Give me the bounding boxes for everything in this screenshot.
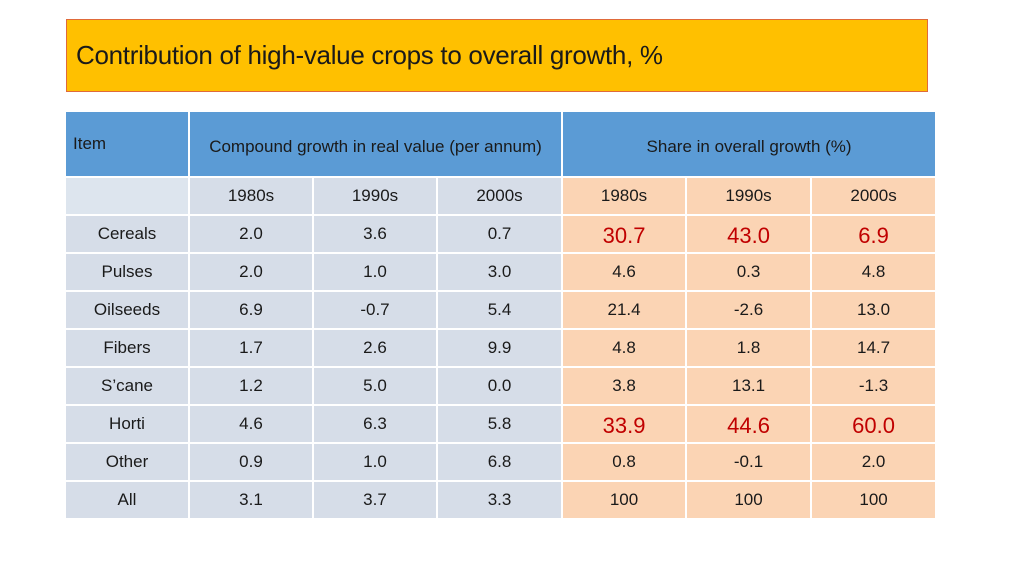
growth-cell: 1.7 [188, 328, 314, 368]
share-cell: 13.1 [685, 366, 813, 406]
share-cell: 14.7 [810, 328, 938, 368]
growth-cell: -0.7 [312, 290, 438, 330]
growth-cell: 3.0 [435, 252, 564, 292]
growth-cell: 5.4 [435, 290, 564, 330]
growth-table: Item Compound growth in real value (per … [64, 110, 938, 520]
share-cell: 100 [685, 480, 813, 520]
share-cell: 60.0 [810, 404, 938, 444]
growth-cell: 1.0 [312, 252, 438, 292]
share-cell: -1.3 [810, 366, 938, 406]
header-row: Item Compound growth in real value (per … [64, 110, 938, 178]
share-cell: 43.0 [685, 214, 813, 254]
share-cell: 4.8 [810, 252, 938, 292]
growth-cell: 2.0 [188, 214, 314, 254]
table-row: Oilseeds 6.9 -0.7 5.4 21.4 -2.6 13.0 [64, 290, 938, 330]
share-cell: 30.7 [561, 214, 688, 254]
share-cell: 1.8 [685, 328, 813, 368]
growth-cell: 5.0 [312, 366, 438, 406]
item-column-header: Item [64, 110, 190, 178]
decade-header: 2000s [810, 176, 938, 216]
page-title: Contribution of high-value crops to over… [76, 40, 663, 70]
table-row: S’cane 1.2 5.0 0.0 3.8 13.1 -1.3 [64, 366, 938, 406]
growth-cell: 2.0 [188, 252, 314, 292]
row-label: All [64, 480, 190, 520]
row-label: Oilseeds [64, 290, 190, 330]
table-row: Horti 4.6 6.3 5.8 33.9 44.6 60.0 [64, 404, 938, 444]
share-cell: -0.1 [685, 442, 813, 482]
row-label: Horti [64, 404, 190, 444]
decade-row-blank [64, 176, 190, 216]
decade-header: 1990s [312, 176, 438, 216]
title-banner: Contribution of high-value crops to over… [66, 19, 928, 92]
growth-cell: 5.8 [435, 404, 564, 444]
decade-row: 1980s 1990s 2000s 1980s 1990s 2000s [64, 176, 938, 216]
share-cell: 6.9 [810, 214, 938, 254]
share-cell: 44.6 [685, 404, 813, 444]
growth-cell: 1.0 [312, 442, 438, 482]
share-cell: 21.4 [561, 290, 688, 330]
row-label: Other [64, 442, 190, 482]
growth-cell: 2.6 [312, 328, 438, 368]
share-cell: 0.8 [561, 442, 688, 482]
share-cell: 13.0 [810, 290, 938, 330]
share-cell: 100 [561, 480, 688, 520]
growth-cell: 0.0 [435, 366, 564, 406]
growth-cell: 0.7 [435, 214, 564, 254]
growth-cell: 6.3 [312, 404, 438, 444]
growth-group-header: Compound growth in real value (per annum… [187, 110, 564, 178]
growth-cell: 3.1 [188, 480, 314, 520]
share-cell: 2.0 [810, 442, 938, 482]
share-cell: 0.3 [685, 252, 813, 292]
table-row: Fibers 1.7 2.6 9.9 4.8 1.8 14.7 [64, 328, 938, 368]
growth-cell: 0.9 [188, 442, 314, 482]
growth-cell: 3.7 [312, 480, 438, 520]
share-cell: 100 [810, 480, 938, 520]
table-row: Pulses 2.0 1.0 3.0 4.6 0.3 4.8 [64, 252, 938, 292]
growth-cell: 6.8 [435, 442, 564, 482]
growth-cell: 3.6 [312, 214, 438, 254]
share-cell: 4.8 [561, 328, 688, 368]
decade-header: 1980s [188, 176, 314, 216]
growth-cell: 6.9 [188, 290, 314, 330]
table-row: Other 0.9 1.0 6.8 0.8 -0.1 2.0 [64, 442, 938, 482]
share-cell: 3.8 [561, 366, 688, 406]
decade-header: 2000s [435, 176, 564, 216]
row-label: Fibers [64, 328, 190, 368]
growth-cell: 9.9 [435, 328, 564, 368]
share-cell: 33.9 [561, 404, 688, 444]
decade-header: 1980s [561, 176, 688, 216]
share-cell: -2.6 [685, 290, 813, 330]
share-cell: 4.6 [561, 252, 688, 292]
row-label: S’cane [64, 366, 190, 406]
growth-cell: 3.3 [435, 480, 564, 520]
decade-header: 1990s [685, 176, 813, 216]
table-row: All 3.1 3.7 3.3 100 100 100 [64, 480, 938, 520]
share-group-header: Share in overall growth (%) [561, 110, 938, 178]
table-row: Cereals 2.0 3.6 0.7 30.7 43.0 6.9 [64, 214, 938, 254]
row-label: Pulses [64, 252, 190, 292]
growth-cell: 4.6 [188, 404, 314, 444]
growth-cell: 1.2 [188, 366, 314, 406]
row-label: Cereals [64, 214, 190, 254]
